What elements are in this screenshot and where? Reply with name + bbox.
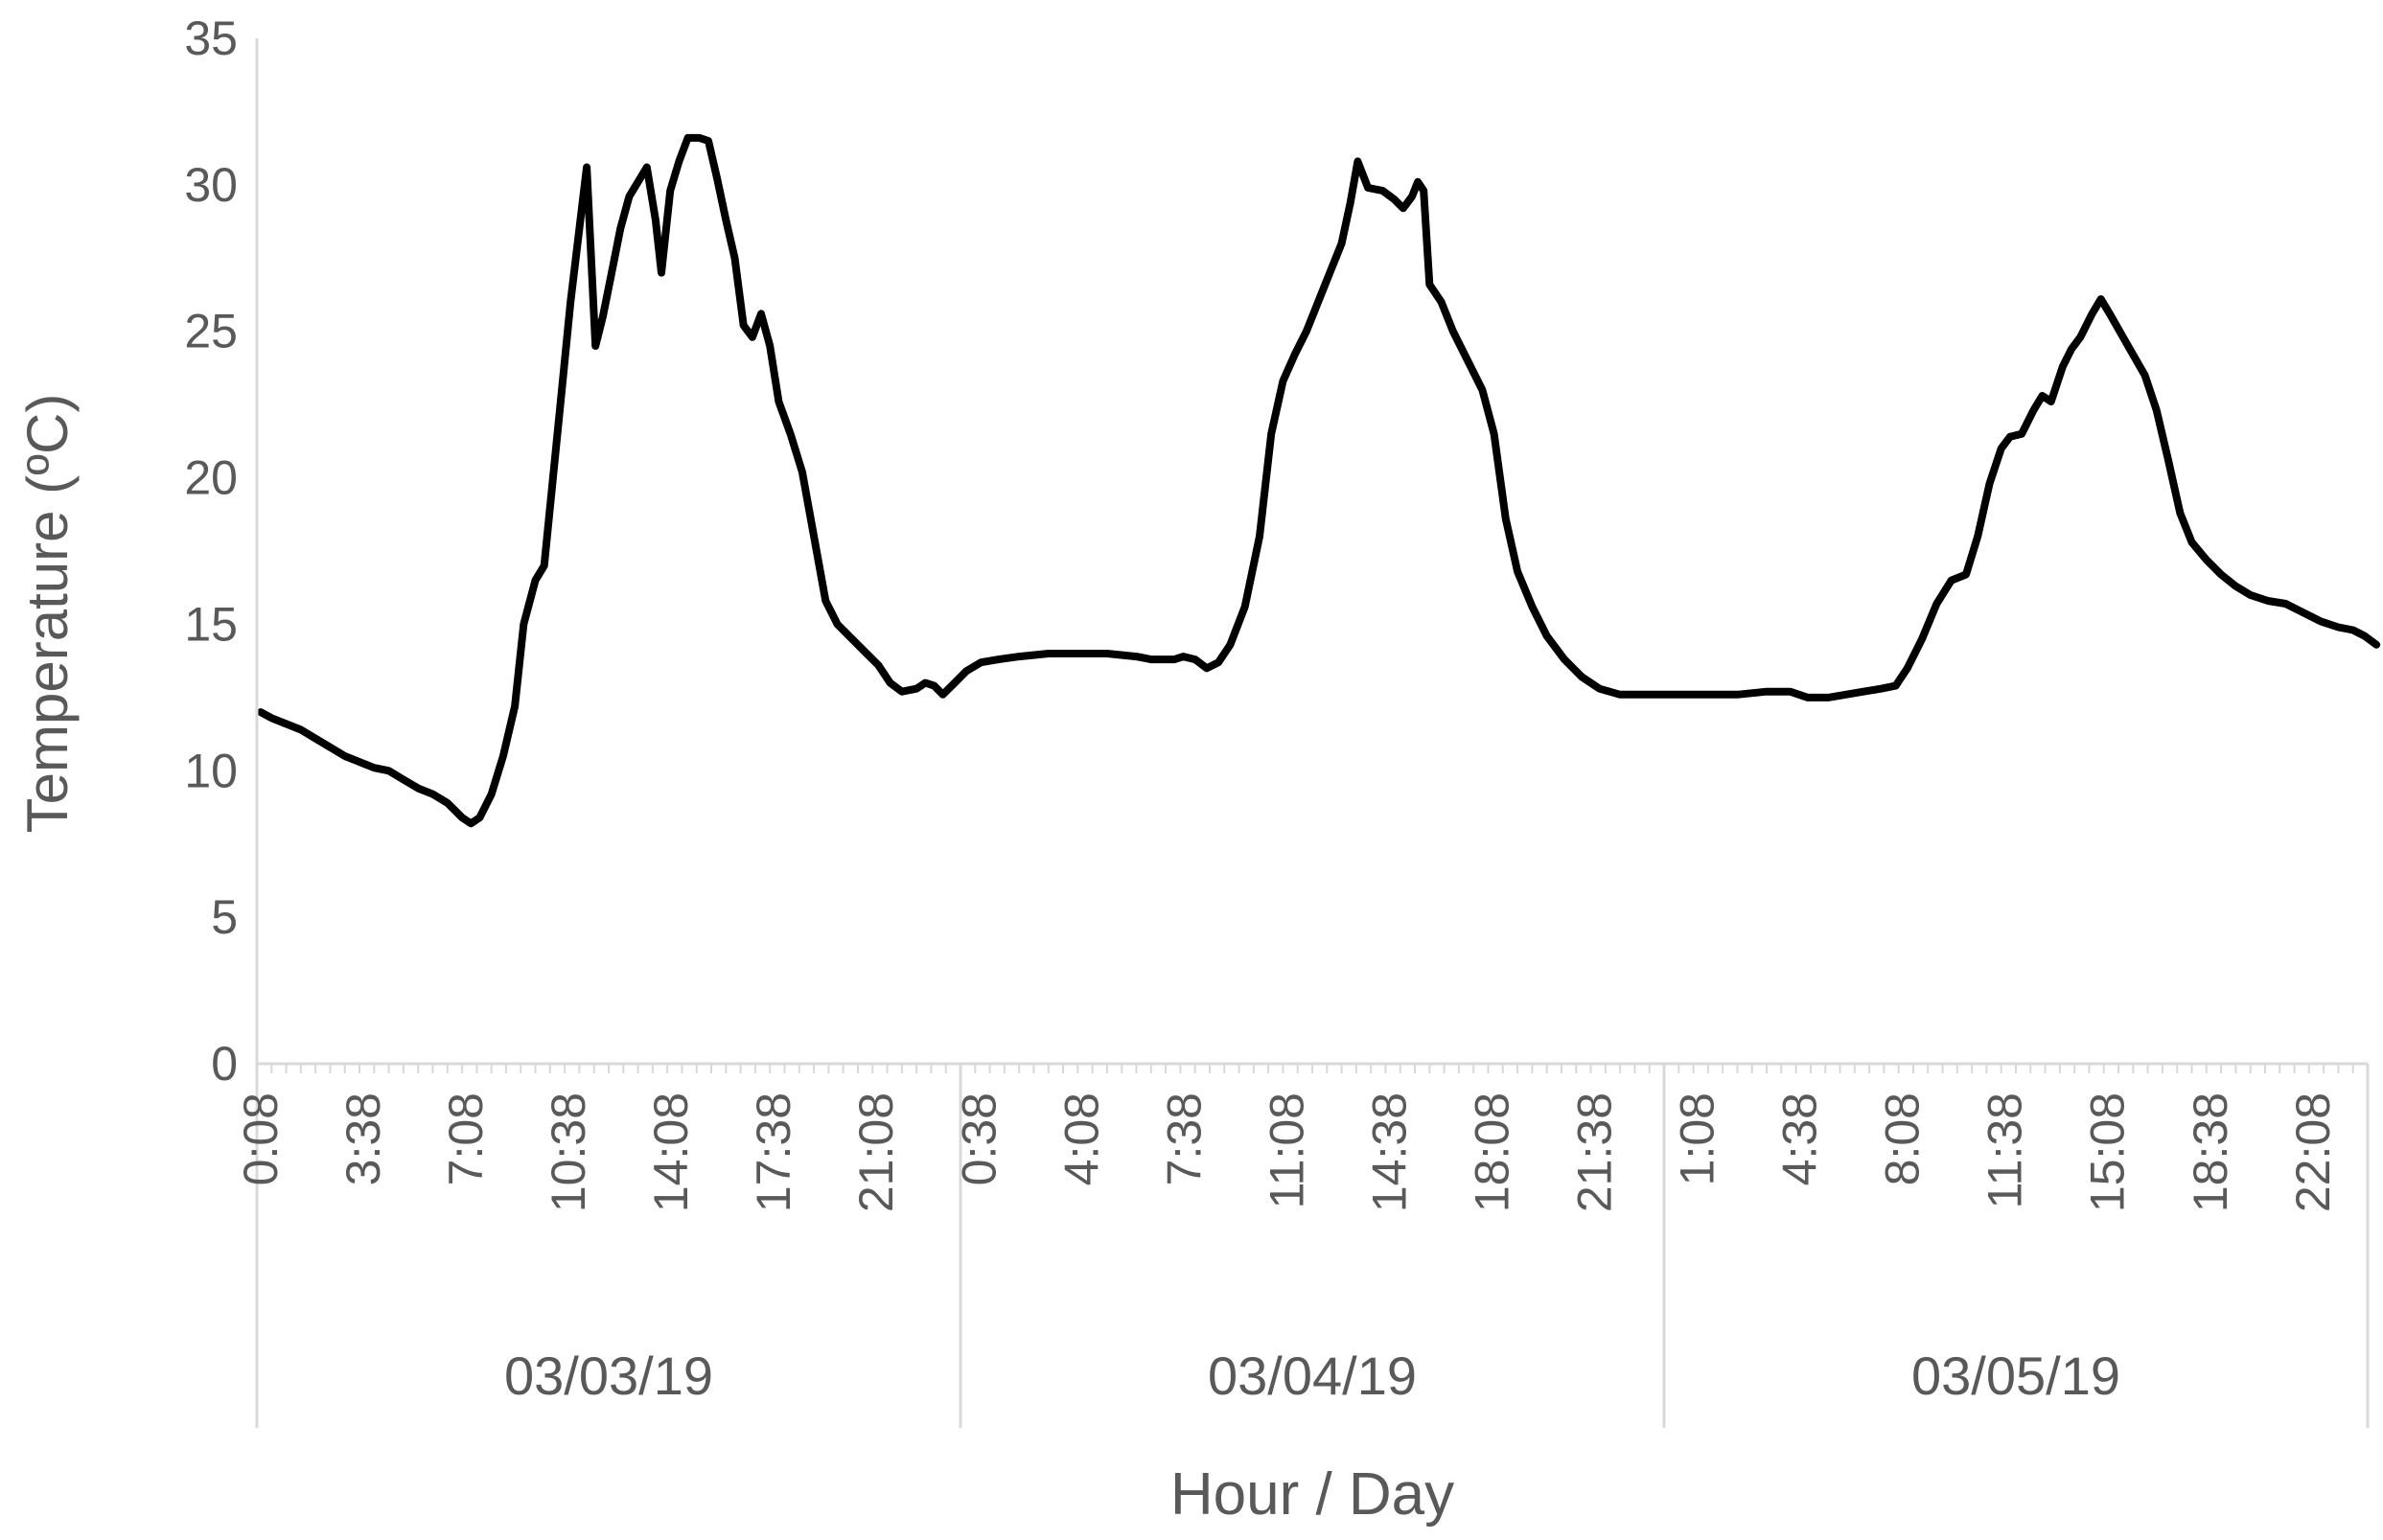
x-time-label: 15:08 <box>2081 1092 2135 1212</box>
x-time-label: 11:38 <box>1978 1092 2032 1208</box>
x-time-label: 22:08 <box>2286 1092 2340 1212</box>
x-time-label: 11:08 <box>1260 1092 1313 1208</box>
x-time-label: 0:08 <box>234 1092 288 1185</box>
y-tick-label: 30 <box>184 158 238 212</box>
y-tick-label: 15 <box>184 597 238 651</box>
y-tick-label: 5 <box>211 890 238 944</box>
x-time-label: 21:38 <box>1568 1092 1622 1212</box>
temperature-series-line <box>257 133 2381 828</box>
x-time-label: 10:38 <box>542 1092 595 1212</box>
x-day-label: 03/05/19 <box>1911 1345 2120 1406</box>
y-tick-label: 35 <box>184 11 238 65</box>
x-time-label: 1:08 <box>1671 1092 1724 1185</box>
x-time-label: 17:38 <box>747 1092 800 1212</box>
x-time-label: 4:38 <box>1773 1092 1827 1185</box>
x-time-label: 18:08 <box>1465 1092 1518 1212</box>
axis-labels: 0 5 10 15 20 25 30 35 0:08 3:38 7:08 10:38 14:08 17:3… <box>184 11 2339 1406</box>
x-time-label: 3:38 <box>336 1092 390 1185</box>
x-time-label: 8:08 <box>1876 1092 1930 1185</box>
axes <box>255 38 2370 1428</box>
x-time-label: 0:38 <box>952 1092 1006 1185</box>
x-day-label: 03/04/19 <box>1208 1345 1417 1406</box>
x-axis-title: Hour / Day <box>1170 1461 1454 1528</box>
x-time-label: 14:38 <box>1362 1092 1416 1212</box>
y-axis-title: Temperature (ºC) <box>15 394 80 834</box>
x-time-label: 7:08 <box>439 1092 493 1185</box>
x-time-label: 14:08 <box>644 1092 698 1212</box>
x-time-label: 4:08 <box>1054 1092 1108 1185</box>
x-day-label: 03/03/19 <box>504 1345 713 1406</box>
y-tick-label: 10 <box>184 744 238 797</box>
y-tick-label: 25 <box>184 305 238 358</box>
y-tick-label: 20 <box>184 451 238 505</box>
x-time-label: 18:38 <box>2184 1092 2237 1212</box>
y-tick-label: 0 <box>211 1037 238 1091</box>
x-time-label: 7:38 <box>1157 1092 1211 1185</box>
x-time-label: 21:08 <box>849 1092 903 1212</box>
plot-area <box>257 133 2381 828</box>
